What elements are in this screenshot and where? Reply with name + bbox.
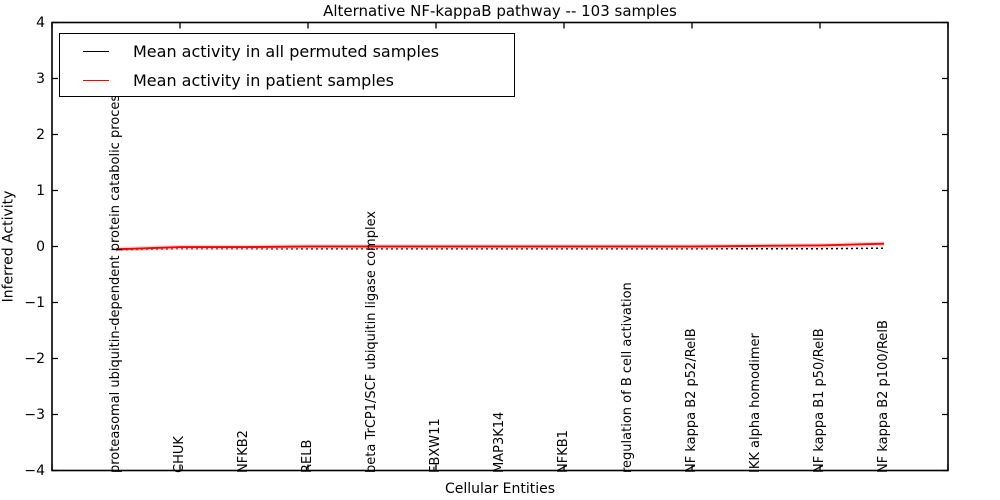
x-category-label: NFKB2 bbox=[236, 430, 251, 473]
y-tick-label: 4 bbox=[36, 14, 45, 31]
y-tick-label: 1 bbox=[36, 182, 45, 199]
legend-entry-patient: Mean activity in patient samples bbox=[60, 66, 514, 95]
x-category-label: beta TrCP1/SCF ubiquitin ligase complex bbox=[364, 210, 379, 473]
tick-marks bbox=[51, 21, 949, 472]
legend-entry-permuted: Mean activity in all permuted samples bbox=[60, 37, 514, 66]
y-tick-label: −4 bbox=[24, 462, 45, 479]
legend-line-sample-permuted bbox=[83, 51, 109, 52]
y-tick-label: 2 bbox=[36, 126, 45, 143]
y-tick-label: −3 bbox=[24, 406, 45, 423]
x-category-label: NF kappa B2 p100/RelB bbox=[876, 320, 891, 473]
legend-label-permuted: Mean activity in all permuted samples bbox=[133, 42, 440, 61]
x-axis-label: Cellular Entities bbox=[444, 481, 556, 497]
y-tick-label: 0 bbox=[36, 238, 45, 255]
x-category-label: proteasomal ubiquitin-dependent protein … bbox=[108, 88, 123, 473]
x-category-label: CHUK bbox=[172, 436, 187, 473]
x-category-label: RELB bbox=[300, 439, 315, 473]
y-tick-label: −1 bbox=[24, 294, 45, 311]
series-line-permuted bbox=[115, 247, 885, 251]
x-category-label: NF kappa B1 p50/RelB bbox=[812, 328, 827, 473]
chart-title: Alternative NF-kappaB pathway -- 103 sam… bbox=[323, 2, 677, 20]
series-line-patient bbox=[115, 242, 885, 251]
y-tick-label: 3 bbox=[36, 70, 45, 87]
x-category-label: MAP3K14 bbox=[492, 411, 507, 473]
y-tick-label: −2 bbox=[24, 350, 45, 367]
x-category-label: regulation of B cell activation bbox=[620, 282, 635, 473]
x-category-label: IKK alpha homodimer bbox=[748, 333, 763, 473]
legend: Mean activity in all permuted samples Me… bbox=[59, 33, 515, 97]
x-category-label: FBXW11 bbox=[428, 418, 443, 473]
x-category-label: NFKB1 bbox=[556, 430, 571, 473]
legend-line-sample-patient bbox=[83, 80, 109, 81]
legend-label-patient: Mean activity in patient samples bbox=[133, 71, 394, 90]
x-category-label: NF kappa B2 p52/RelB bbox=[684, 328, 699, 473]
